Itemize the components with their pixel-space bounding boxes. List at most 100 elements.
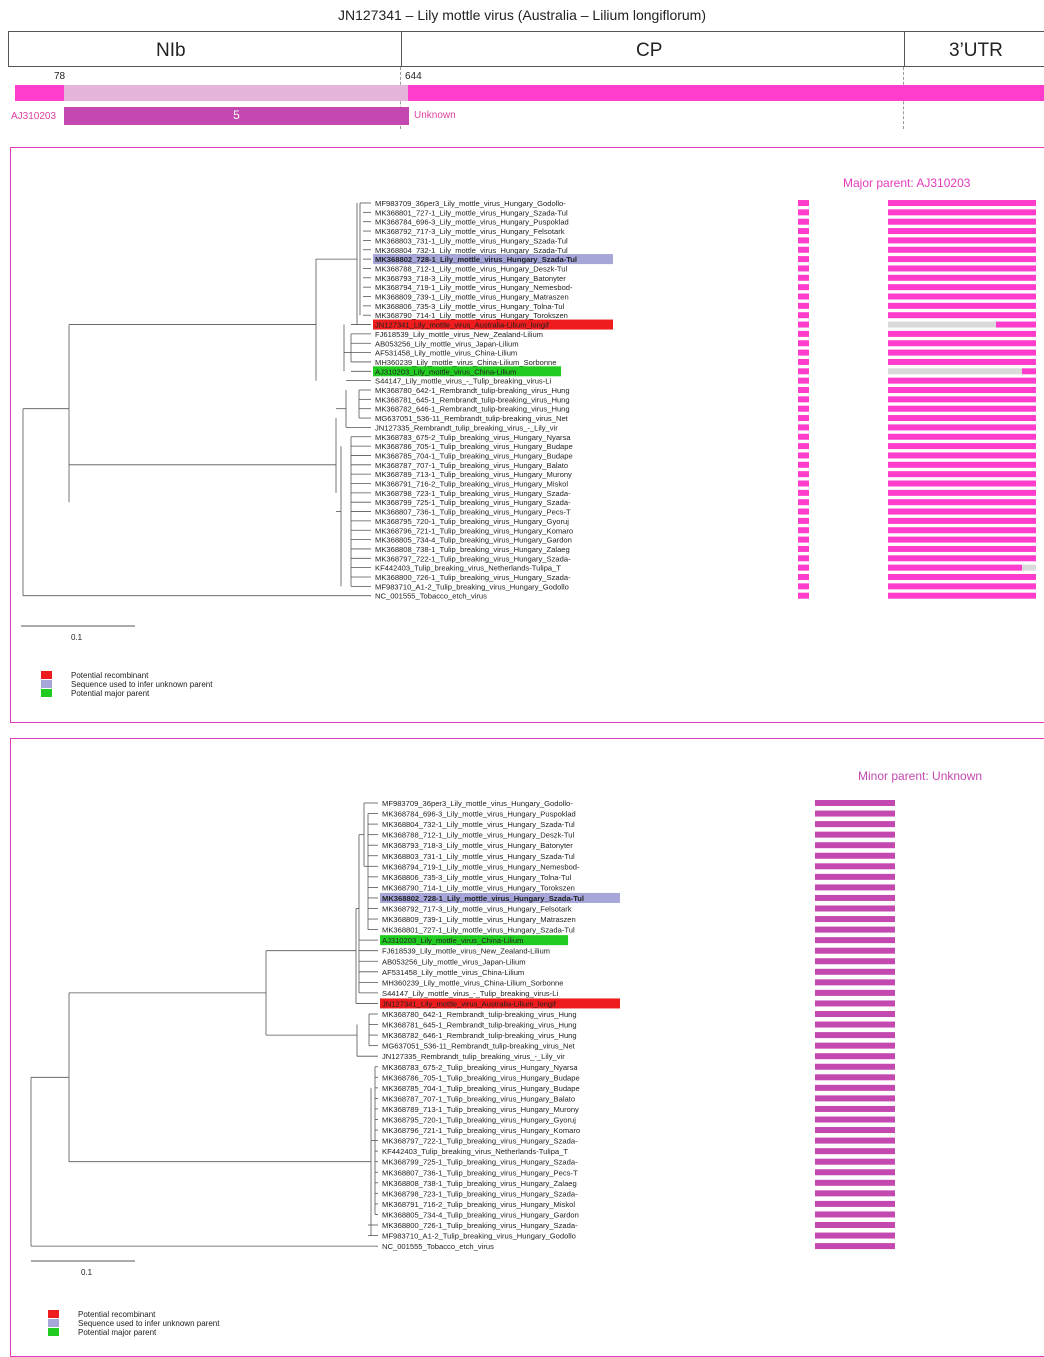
sequence-segment: [888, 592, 1036, 599]
sequence-segment: [798, 209, 809, 216]
sequence-segment: [888, 555, 1036, 562]
taxon-label: FJ618539_Lily_mottle_virus_New_Zealand-L…: [375, 330, 543, 339]
taxon-label: MK368786_705-1_Tulip_breaking_virus_Hung…: [382, 1073, 580, 1082]
sequence-segment: [798, 387, 809, 393]
taxon-label: MK368797_722-1_Tulip_breaking_virus_Hung…: [375, 554, 571, 563]
taxon-label: AF531458_Lily_mottle_virus_China-Lilium: [382, 968, 524, 977]
sequence-segment: [798, 433, 809, 440]
sequence-segment: [888, 564, 1022, 571]
minor-parent-panel: Minor parent: Unknown 0.1 MF983709_36per…: [10, 738, 1044, 1357]
scale-bar-label: 0.1: [81, 1268, 93, 1277]
sequence-segment: [798, 583, 809, 590]
taxon-label: MK368807_736-1_Tulip_breaking_virus_Hung…: [382, 1168, 578, 1177]
region-label-nib: NIb: [156, 40, 186, 61]
sequence-segment: [815, 1084, 895, 1091]
sequence-segment: [888, 433, 1036, 440]
taxon-label: MK368782_646-1_Rembrandt_tulip-breaking_…: [375, 405, 570, 414]
region-label-cp: CP: [636, 40, 663, 61]
sequence-segment: [798, 200, 809, 206]
sequence-segment: [888, 574, 1036, 580]
taxon-label: MF983710_A1-2_Tulip_breaking_virus_Hunga…: [382, 1232, 576, 1241]
taxon-label: JN127341_Lily_mottle_virus_Australia-Lil…: [382, 999, 557, 1008]
taxon-label: MK368784_696-3_Lily_mottle_virus_Hungary…: [375, 218, 569, 227]
sequence-segment: [815, 1127, 895, 1134]
sequence-segment: [815, 1148, 895, 1155]
sequence-segment: [888, 349, 1036, 356]
sequence-segment: [815, 1158, 895, 1165]
minor-parent-label: Unknown: [414, 110, 456, 121]
taxon-highlight: [373, 366, 562, 377]
taxon-label: MK368780_642-1_Rembrandt_tulip-breaking_…: [382, 1010, 577, 1019]
sequence-segment: [815, 863, 895, 870]
sequence-segment: [815, 1053, 895, 1060]
taxon-label: MK368803_731-1_Lily_mottle_virus_Hungary…: [382, 852, 575, 861]
taxon-label: KF442403_Tulip_breaking_virus_Netherland…: [382, 1147, 568, 1156]
sequence-segment: [815, 821, 895, 828]
taxon-label: MK368788_712-1_Lily_mottle_virus_Hungary…: [382, 831, 575, 840]
taxon-label: MK368799_725-1_Tulip_breaking_virus_Hung…: [375, 498, 571, 507]
sequence-segment: [798, 443, 809, 450]
sequence-segment: [815, 852, 895, 859]
taxon-label: MK368781_645-1_Rembrandt_tulip-breaking_…: [382, 1021, 577, 1030]
sequence-segment: [798, 293, 809, 300]
panel-title: Major parent: AJ310203: [843, 176, 971, 190]
taxon-label: MF983709_36per3_Lily_mottle_virus_Hungar…: [375, 199, 566, 208]
taxon-label: MG637051_536-11_Rembrandt_tulip-breaking…: [375, 414, 569, 423]
sequence-segment: [798, 358, 809, 365]
sequence-segment: [888, 218, 1036, 225]
sequence-segment: [888, 461, 1036, 468]
sequence-segment: [798, 527, 809, 534]
taxon-highlight: [380, 998, 620, 1009]
sequence-segment: [798, 592, 809, 599]
taxon-label: MK368791_716-2_Tulip_breaking_virus_Hung…: [382, 1200, 575, 1209]
major-parent-panel: Major parent: AJ310203 0.1 MF983709_36pe…: [10, 147, 1044, 723]
sequence-segment: [888, 424, 1036, 431]
taxon-label: MK368789_713-1_Tulip_breaking_virus_Hung…: [382, 1105, 579, 1114]
taxon-label: AJ310203_Lily_mottle_virus_China-Lilium: [382, 936, 523, 945]
taxon-label: JN127341_Lily_mottle_virus_Australia-Lil…: [375, 321, 550, 330]
sequence-segment: [798, 536, 809, 543]
sequence-segment: [815, 800, 895, 806]
sequence-segment: [888, 274, 1036, 281]
taxon-label: MK368799_725-1_Tulip_breaking_virus_Hung…: [382, 1158, 578, 1167]
taxon-label: MK368798_723-1_Tulip_breaking_virus_Hung…: [375, 489, 571, 498]
taxon-label: S44147_Lily_mottle_virus_-_Tulip_breakin…: [375, 377, 551, 386]
taxon-label: MK368800_726-1_Tulip_breaking_virus_Hung…: [382, 1221, 578, 1230]
sequence-segment: [815, 1074, 895, 1081]
sequence-segment: [888, 246, 1036, 253]
panel-title: Minor parent: Unknown: [858, 769, 983, 783]
sequence-segment: [815, 810, 895, 817]
recombinant-sequence-label: AJ310203: [11, 111, 57, 122]
sequence-segment: [798, 452, 809, 459]
minor-parent-region-bar[interactable]: [64, 107, 409, 125]
taxon-label: MK368780_642-1_Rembrandt_tulip-breaking_…: [375, 386, 570, 395]
sequence-segment: [1022, 368, 1036, 375]
legend-label-recombinant: Potential recombinant: [71, 671, 149, 680]
sequence-segment: [888, 237, 1036, 244]
taxon-highlight: [373, 254, 613, 265]
taxon-label: MK368798_723-1_Tulip_breaking_virus_Hung…: [382, 1189, 578, 1198]
sequence-segment: [888, 480, 1036, 487]
region-divider: [401, 32, 402, 66]
legend-swatch-unknown: [41, 680, 52, 688]
taxon-label: AB053256_Lily_mottle_virus_Japan-Lilium: [375, 339, 519, 348]
sequence-segment: [798, 517, 809, 524]
taxon-label: MK368801_727-1_Lily_mottle_virus_Hungary…: [375, 208, 568, 217]
sequence-segment: [798, 405, 809, 412]
taxon-label: JN127335_Rembrandt_tulip_breaking_virus_…: [382, 1052, 565, 1061]
taxon-label: MK368805_734-4_Tulip_breaking_virus_Hung…: [375, 536, 572, 545]
taxon-label: MK368807_736-1_Tulip_breaking_virus_Hung…: [375, 508, 571, 517]
sequence-segment: [888, 302, 1036, 309]
taxon-label: MK368785_704-1_Tulip_breaking_virus_Hung…: [375, 451, 573, 460]
taxon-label: MK368801_727-1_Lily_mottle_virus_Hungary…: [382, 926, 575, 935]
taxon-label: MK368785_704-1_Tulip_breaking_virus_Hung…: [382, 1084, 580, 1093]
sequence-segment: [798, 349, 809, 356]
sequence-segment: [888, 387, 1036, 393]
sequence-segment: [815, 1243, 895, 1250]
taxon-label: MK368784_696-3_Lily_mottle_virus_Hungary…: [382, 810, 576, 819]
sequence-segment: [798, 368, 809, 375]
sequence-segment: [815, 1000, 895, 1007]
figure-title: JN127341 – Lily mottle virus (Australia …: [337, 7, 707, 23]
sequence-segment: [888, 256, 1036, 263]
taxon-label: MK368794_719-1_Lily_mottle_virus_Hungary…: [375, 283, 573, 292]
